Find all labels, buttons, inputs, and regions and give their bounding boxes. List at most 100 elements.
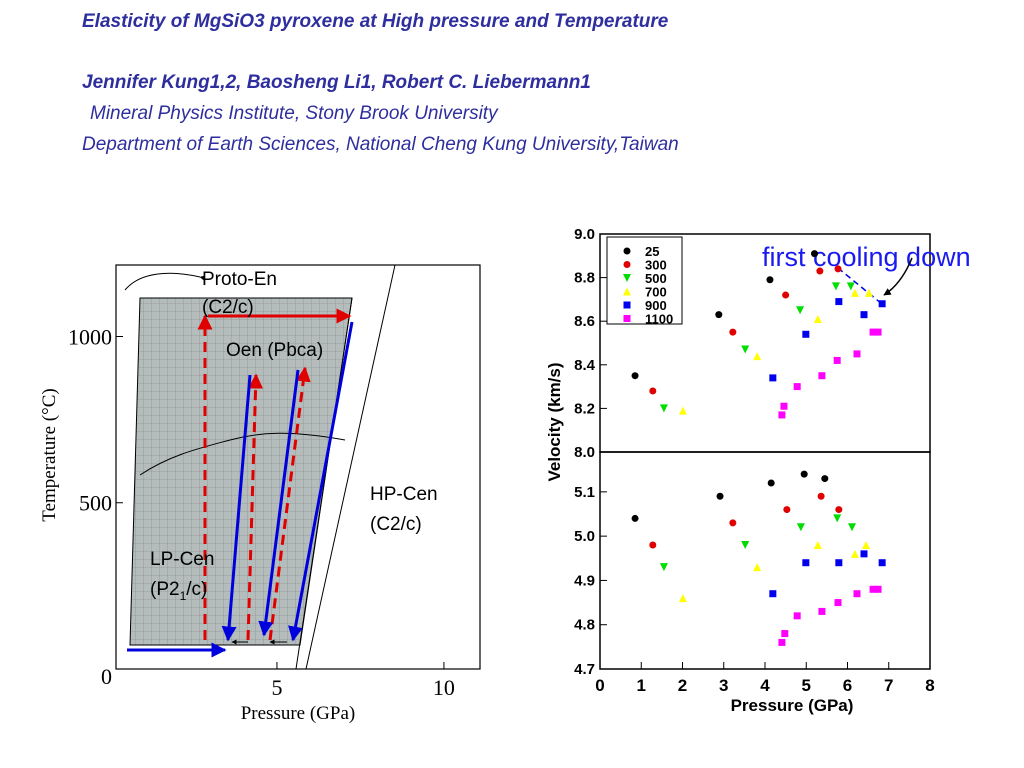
arrow bbox=[258, 369, 300, 637]
point bbox=[853, 590, 861, 598]
phase-label: Oen (Pbca) bbox=[226, 340, 323, 361]
annotation-arrow bbox=[883, 257, 913, 296]
x-tick-label: 4 bbox=[760, 676, 770, 695]
y-tick-label: 8.8 bbox=[574, 270, 595, 287]
point bbox=[862, 541, 871, 549]
phase-label: (P2 bbox=[150, 579, 180, 600]
y-tick-label: 8.4 bbox=[574, 357, 596, 374]
y-axis-label: Velocity (km/s) bbox=[545, 362, 564, 481]
point bbox=[767, 479, 775, 487]
point bbox=[874, 585, 882, 593]
phase-label: (C2/c) bbox=[370, 514, 422, 535]
point bbox=[783, 506, 791, 514]
phase-label: LP-Cen bbox=[150, 549, 214, 570]
point bbox=[860, 550, 868, 558]
x-tick-label: 2 bbox=[678, 676, 687, 695]
point bbox=[874, 328, 882, 336]
point bbox=[800, 470, 808, 478]
point bbox=[793, 383, 801, 391]
boundary bbox=[295, 297, 353, 670]
point bbox=[659, 404, 668, 413]
point bbox=[821, 475, 829, 483]
point bbox=[833, 356, 841, 364]
point bbox=[850, 288, 859, 297]
point bbox=[659, 563, 668, 572]
arrow bbox=[288, 321, 354, 642]
x-tick-label: 10 bbox=[433, 675, 455, 700]
point bbox=[848, 523, 857, 532]
affiliation: Mineral Physics Institute, Stony Brook U… bbox=[90, 103, 499, 124]
arrow bbox=[246, 373, 264, 641]
point bbox=[781, 630, 789, 638]
point bbox=[796, 306, 805, 315]
phase-label: HP-Cen bbox=[370, 484, 438, 505]
point bbox=[741, 541, 750, 549]
x-tick-label: 1 bbox=[637, 676, 646, 695]
point bbox=[846, 282, 855, 291]
authors: Jennifer Kung1,2, Baosheng Li1, Robert C… bbox=[82, 72, 591, 93]
affiliation: Department of Earth Sciences, National C… bbox=[82, 134, 679, 155]
y-axis-label: Temperature (°C) bbox=[39, 388, 60, 521]
point bbox=[869, 585, 877, 593]
legend-marker bbox=[623, 287, 631, 296]
point bbox=[716, 492, 724, 500]
y-tick-label: 8.6 bbox=[574, 313, 595, 330]
cooling-path bbox=[837, 267, 883, 305]
y-tick-label: 4.8 bbox=[574, 617, 595, 634]
point bbox=[835, 559, 843, 567]
y-tick-label: 8.0 bbox=[574, 444, 595, 461]
y-tick-label: 4.9 bbox=[574, 572, 595, 589]
point bbox=[818, 607, 826, 615]
legend-label: 1100 bbox=[645, 312, 673, 327]
x-tick-label: 5 bbox=[271, 675, 282, 700]
point bbox=[649, 541, 657, 549]
point bbox=[816, 267, 824, 275]
point bbox=[834, 599, 842, 607]
legend-marker bbox=[623, 315, 631, 322]
point bbox=[766, 276, 774, 284]
point bbox=[780, 402, 788, 410]
boundary bbox=[305, 264, 396, 670]
point bbox=[793, 612, 801, 620]
point bbox=[778, 411, 786, 419]
point bbox=[753, 352, 762, 361]
point bbox=[818, 372, 826, 380]
point bbox=[649, 387, 657, 395]
legend-label: 300 bbox=[645, 258, 667, 273]
arrow bbox=[221, 374, 252, 642]
point bbox=[831, 282, 840, 291]
legend-marker bbox=[623, 301, 631, 309]
point bbox=[835, 506, 843, 514]
y-tick-label: 500 bbox=[79, 491, 112, 516]
y-tick-label: 1000 bbox=[68, 324, 112, 349]
point bbox=[631, 372, 639, 380]
legend-marker bbox=[623, 274, 631, 282]
point bbox=[715, 311, 723, 319]
point bbox=[796, 523, 805, 532]
point bbox=[834, 265, 842, 273]
y-tick-label: 0 bbox=[101, 664, 112, 689]
point bbox=[678, 406, 687, 415]
phase-label: /c) bbox=[186, 579, 207, 600]
point bbox=[729, 519, 737, 527]
title: Elasticity of MgSiO3 pyroxene at High pr… bbox=[82, 11, 669, 32]
x-tick-label: 6 bbox=[843, 676, 852, 695]
x-axis-label: Pressure (GPa) bbox=[731, 696, 854, 715]
arrow bbox=[268, 366, 311, 641]
x-tick-label: 7 bbox=[884, 676, 893, 695]
point bbox=[802, 330, 810, 338]
point bbox=[729, 328, 737, 336]
x-tick-label: 5 bbox=[802, 676, 811, 695]
phase-label: (C2/c) bbox=[202, 297, 254, 318]
x-tick-label: 3 bbox=[719, 676, 728, 695]
boundary bbox=[139, 432, 346, 476]
x-tick-label: 8 bbox=[925, 676, 934, 695]
phase-label: (P21/c) bbox=[150, 579, 207, 603]
point bbox=[850, 549, 859, 558]
legend-label: 500 bbox=[645, 271, 667, 286]
legend-marker bbox=[623, 247, 631, 255]
point bbox=[753, 563, 762, 572]
point bbox=[811, 250, 818, 258]
y-tick-label: 4.7 bbox=[574, 661, 595, 678]
